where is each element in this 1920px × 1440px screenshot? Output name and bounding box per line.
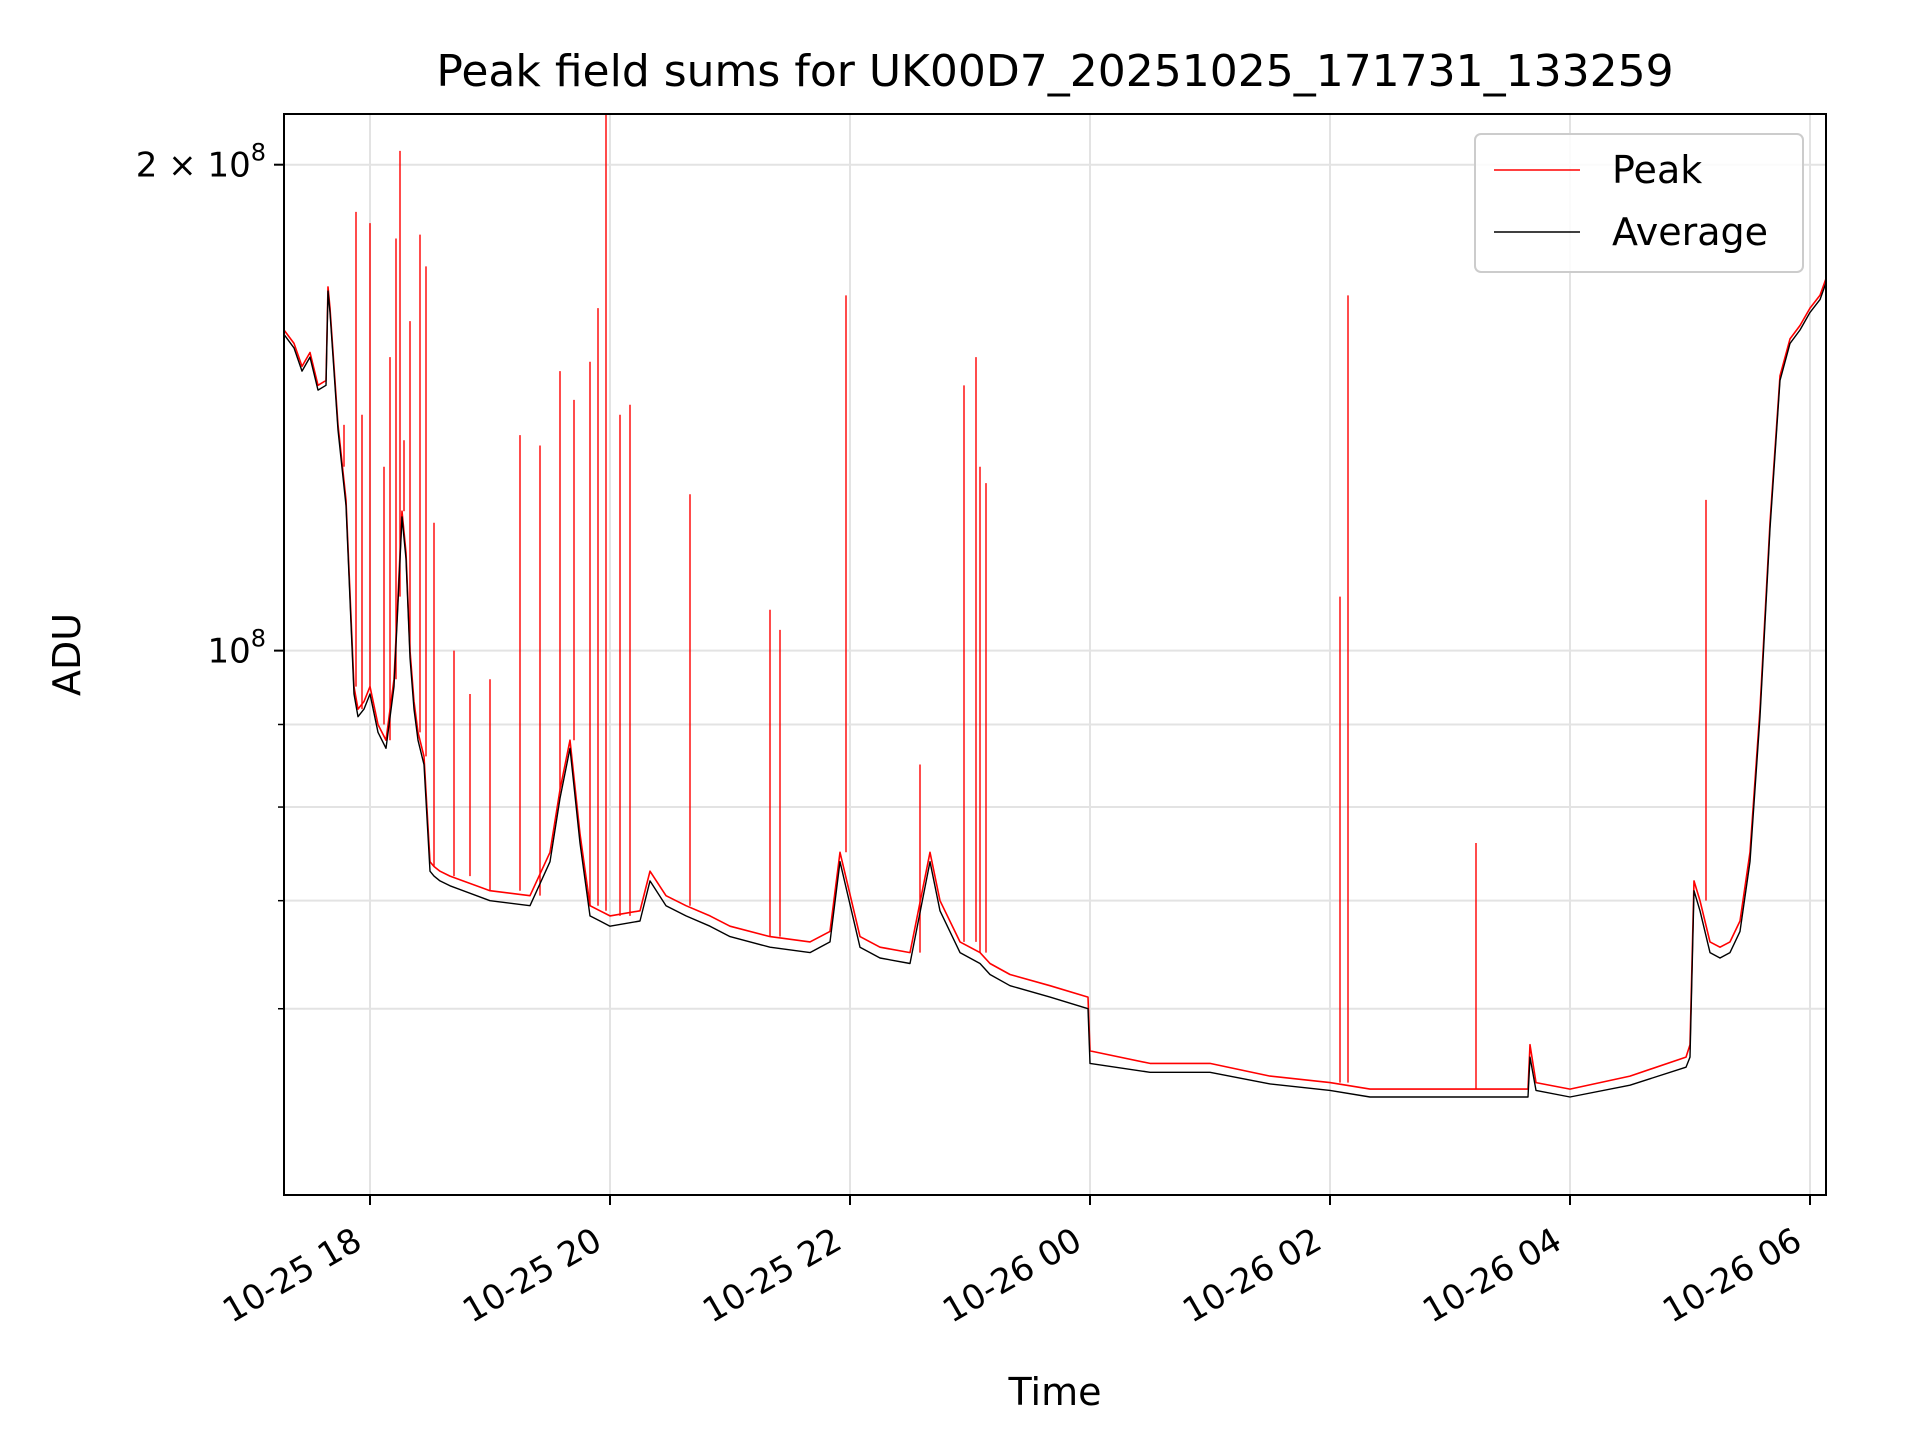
y-tick-label: 108 — [207, 625, 266, 672]
legend-box — [1474, 133, 1804, 273]
x-tick-label: 10-26 06 — [1656, 1220, 1808, 1331]
grid — [284, 114, 1826, 1195]
chart-title: Peak field sums for UK00D7_20251025_1717… — [436, 46, 1673, 97]
plot-area — [284, 114, 1826, 1098]
x-tick-label: 10-25 20 — [456, 1220, 608, 1331]
axes-frame — [283, 113, 1827, 1196]
x-tick-label: 10-25 18 — [216, 1220, 368, 1331]
x-tick-label: 10-26 04 — [1416, 1220, 1568, 1331]
series-line-peak — [284, 278, 1826, 1090]
legend-label-peak: Peak — [1612, 148, 1702, 192]
x-axis-label: Time — [1008, 1370, 1102, 1414]
x-tick-label: 10-25 22 — [696, 1220, 848, 1331]
y-axis-label: ADU — [45, 613, 89, 696]
series-line-average — [284, 282, 1826, 1098]
y-tick-label: 2 × 108 — [136, 139, 266, 186]
legend-label-average: Average — [1612, 210, 1768, 254]
x-tick-label: 10-26 00 — [936, 1220, 1088, 1331]
legend: Peak Average — [1474, 133, 1804, 273]
x-tick-label: 10-26 02 — [1176, 1220, 1328, 1331]
plot-clip-group — [284, 114, 1826, 1098]
